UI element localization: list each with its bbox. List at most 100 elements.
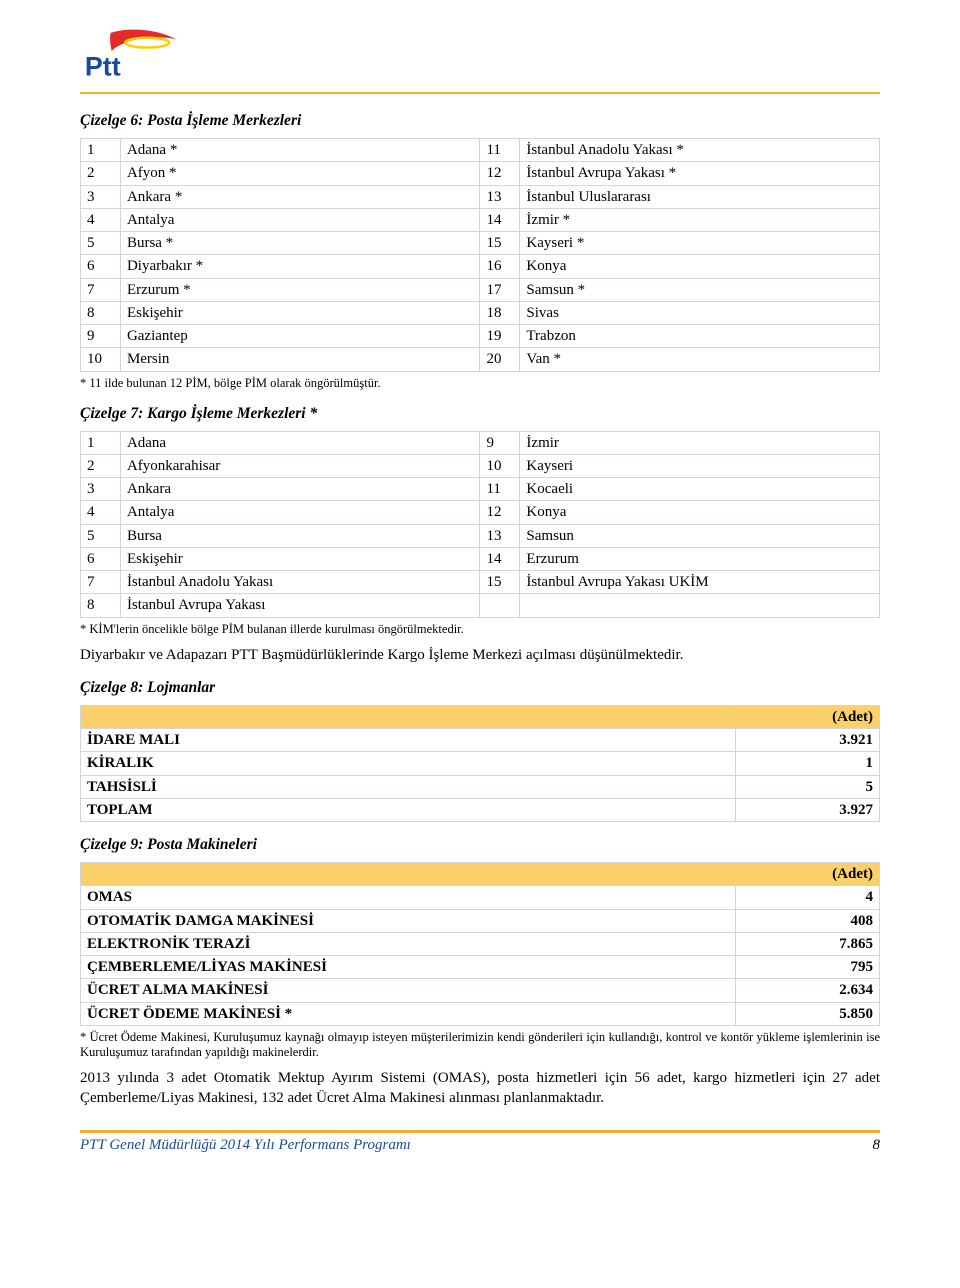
table-row: ÜCRET ÖDEME MAKİNESİ *5.850 [81, 1002, 880, 1025]
label-cell: TOPLAM [81, 798, 736, 821]
footer: PTT Genel Müdürlüğü 2014 Yılı Performans… [80, 1133, 880, 1154]
label-cell: İDARE MALI [81, 729, 736, 752]
index-cell: 15 [480, 232, 520, 255]
table-row: TOPLAM3.927 [81, 798, 880, 821]
table-row: 3Ankara *13İstanbul Uluslararası [81, 185, 880, 208]
index-cell: 8 [81, 594, 121, 617]
table-row: 7İstanbul Anadolu Yakası15İstanbul Avrup… [81, 571, 880, 594]
value-cell: Eskişehir [120, 301, 480, 324]
value-cell: Kayseri [520, 454, 880, 477]
index-cell: 11 [480, 478, 520, 501]
value-cell: Afyon * [120, 162, 480, 185]
table-row: ÇEMBERLEME/LİYAS MAKİNESİ795 [81, 956, 880, 979]
label-cell: ÇEMBERLEME/LİYAS MAKİNESİ [81, 956, 736, 979]
table-row: 1Adana9İzmir [81, 431, 880, 454]
index-cell: 4 [81, 208, 121, 231]
value-cell: 2.634 [736, 979, 880, 1002]
value-cell: Adana [120, 431, 480, 454]
table7: 1Adana9İzmir2Afyonkarahisar10Kayseri3Ank… [80, 431, 880, 618]
value-cell: Diyarbakır * [120, 255, 480, 278]
index-cell: 1 [81, 139, 121, 162]
value-cell: İstanbul Avrupa Yakası * [520, 162, 880, 185]
index-cell: 15 [480, 571, 520, 594]
page-number: 8 [873, 1137, 881, 1154]
index-cell: 10 [81, 348, 121, 371]
table9-title: Çizelge 9: Posta Makineleri [80, 836, 880, 854]
value-cell: Bursa [120, 524, 480, 547]
label-cell: OMAS [81, 886, 736, 909]
index-cell: 6 [81, 547, 121, 570]
index-cell: 1 [81, 431, 121, 454]
value-cell: İzmir * [520, 208, 880, 231]
index-cell: 11 [480, 139, 520, 162]
value-cell: Erzurum * [120, 278, 480, 301]
index-cell: 20 [480, 348, 520, 371]
table-row: 4Antalya12Konya [81, 501, 880, 524]
value-cell: 5 [736, 775, 880, 798]
index-cell: 9 [81, 325, 121, 348]
table6-note: * 11 ilde bulunan 12 PİM, bölge PİM olar… [80, 376, 880, 391]
table9-note: * Ücret Ödeme Makinesi, Kuruluşumuz kayn… [80, 1030, 880, 1060]
value-cell: Van * [520, 348, 880, 371]
index-cell: 12 [480, 501, 520, 524]
table-row: 8İstanbul Avrupa Yakası [81, 594, 880, 617]
table-row: 1Adana *11İstanbul Anadolu Yakası * [81, 139, 880, 162]
index-cell: 10 [480, 454, 520, 477]
value-cell: Kayseri * [520, 232, 880, 255]
table7-note: * KİM'lerin öncelikle bölge PİM bulanan … [80, 622, 880, 637]
index-cell: 18 [480, 301, 520, 324]
index-cell: 14 [480, 208, 520, 231]
value-cell: Antalya [120, 501, 480, 524]
table-row: ELEKTRONİK TERAZİ7.865 [81, 932, 880, 955]
value-cell: 7.865 [736, 932, 880, 955]
header-rule [80, 92, 880, 94]
svg-text:Ptt: Ptt [85, 52, 121, 82]
value-cell: 3.921 [736, 729, 880, 752]
table-row: 10Mersin20Van * [81, 348, 880, 371]
table9: (Adet) OMAS4OTOMATİK DAMGA MAKİNESİ408EL… [80, 862, 880, 1026]
table-row: 3Ankara11Kocaeli [81, 478, 880, 501]
index-cell: 6 [81, 255, 121, 278]
value-cell: 408 [736, 909, 880, 932]
value-cell: Mersin [120, 348, 480, 371]
index-cell: 4 [81, 501, 121, 524]
index-cell: 7 [81, 278, 121, 301]
value-cell: Bursa * [120, 232, 480, 255]
value-cell: Konya [520, 501, 880, 524]
paragraph-1: Diyarbakır ve Adapazarı PTT Başmüdürlükl… [80, 645, 880, 665]
value-cell: Adana * [120, 139, 480, 162]
value-cell [520, 594, 880, 617]
index-cell: 13 [480, 524, 520, 547]
value-cell: Ankara * [120, 185, 480, 208]
table-row: İDARE MALI3.921 [81, 729, 880, 752]
index-cell: 12 [480, 162, 520, 185]
label-cell: OTOMATİK DAMGA MAKİNESİ [81, 909, 736, 932]
index-cell: 16 [480, 255, 520, 278]
table7-title: Çizelge 7: Kargo İşleme Merkezleri * [80, 405, 880, 423]
table8: (Adet) İDARE MALI3.921KİRALIK1TAHSİSLİ5T… [80, 705, 880, 822]
value-cell: Gaziantep [120, 325, 480, 348]
value-cell: Trabzon [520, 325, 880, 348]
logo: Ptt [80, 28, 880, 88]
value-cell: 795 [736, 956, 880, 979]
value-cell: İstanbul Anadolu Yakası * [520, 139, 880, 162]
index-cell: 2 [81, 454, 121, 477]
table6: 1Adana *11İstanbul Anadolu Yakası *2Afyo… [80, 138, 880, 372]
value-cell: 3.927 [736, 798, 880, 821]
value-cell: 5.850 [736, 1002, 880, 1025]
index-cell: 17 [480, 278, 520, 301]
footer-text: PTT Genel Müdürlüğü 2014 Yılı Performans… [80, 1137, 411, 1154]
table-row: 6Diyarbakır *16Konya [81, 255, 880, 278]
value-cell: Antalya [120, 208, 480, 231]
table-row: 9Gaziantep19Trabzon [81, 325, 880, 348]
value-cell: İstanbul Anadolu Yakası [120, 571, 480, 594]
index-cell: 19 [480, 325, 520, 348]
table8-header: (Adet) [736, 705, 880, 728]
table-row: 6Eskişehir14Erzurum [81, 547, 880, 570]
value-cell: Samsun [520, 524, 880, 547]
table-row: 2Afyonkarahisar10Kayseri [81, 454, 880, 477]
index-cell: 8 [81, 301, 121, 324]
table6-title: Çizelge 6: Posta İşleme Merkezleri [80, 112, 880, 130]
table-row: 7Erzurum *17Samsun * [81, 278, 880, 301]
table-row: 2Afyon *12İstanbul Avrupa Yakası * [81, 162, 880, 185]
